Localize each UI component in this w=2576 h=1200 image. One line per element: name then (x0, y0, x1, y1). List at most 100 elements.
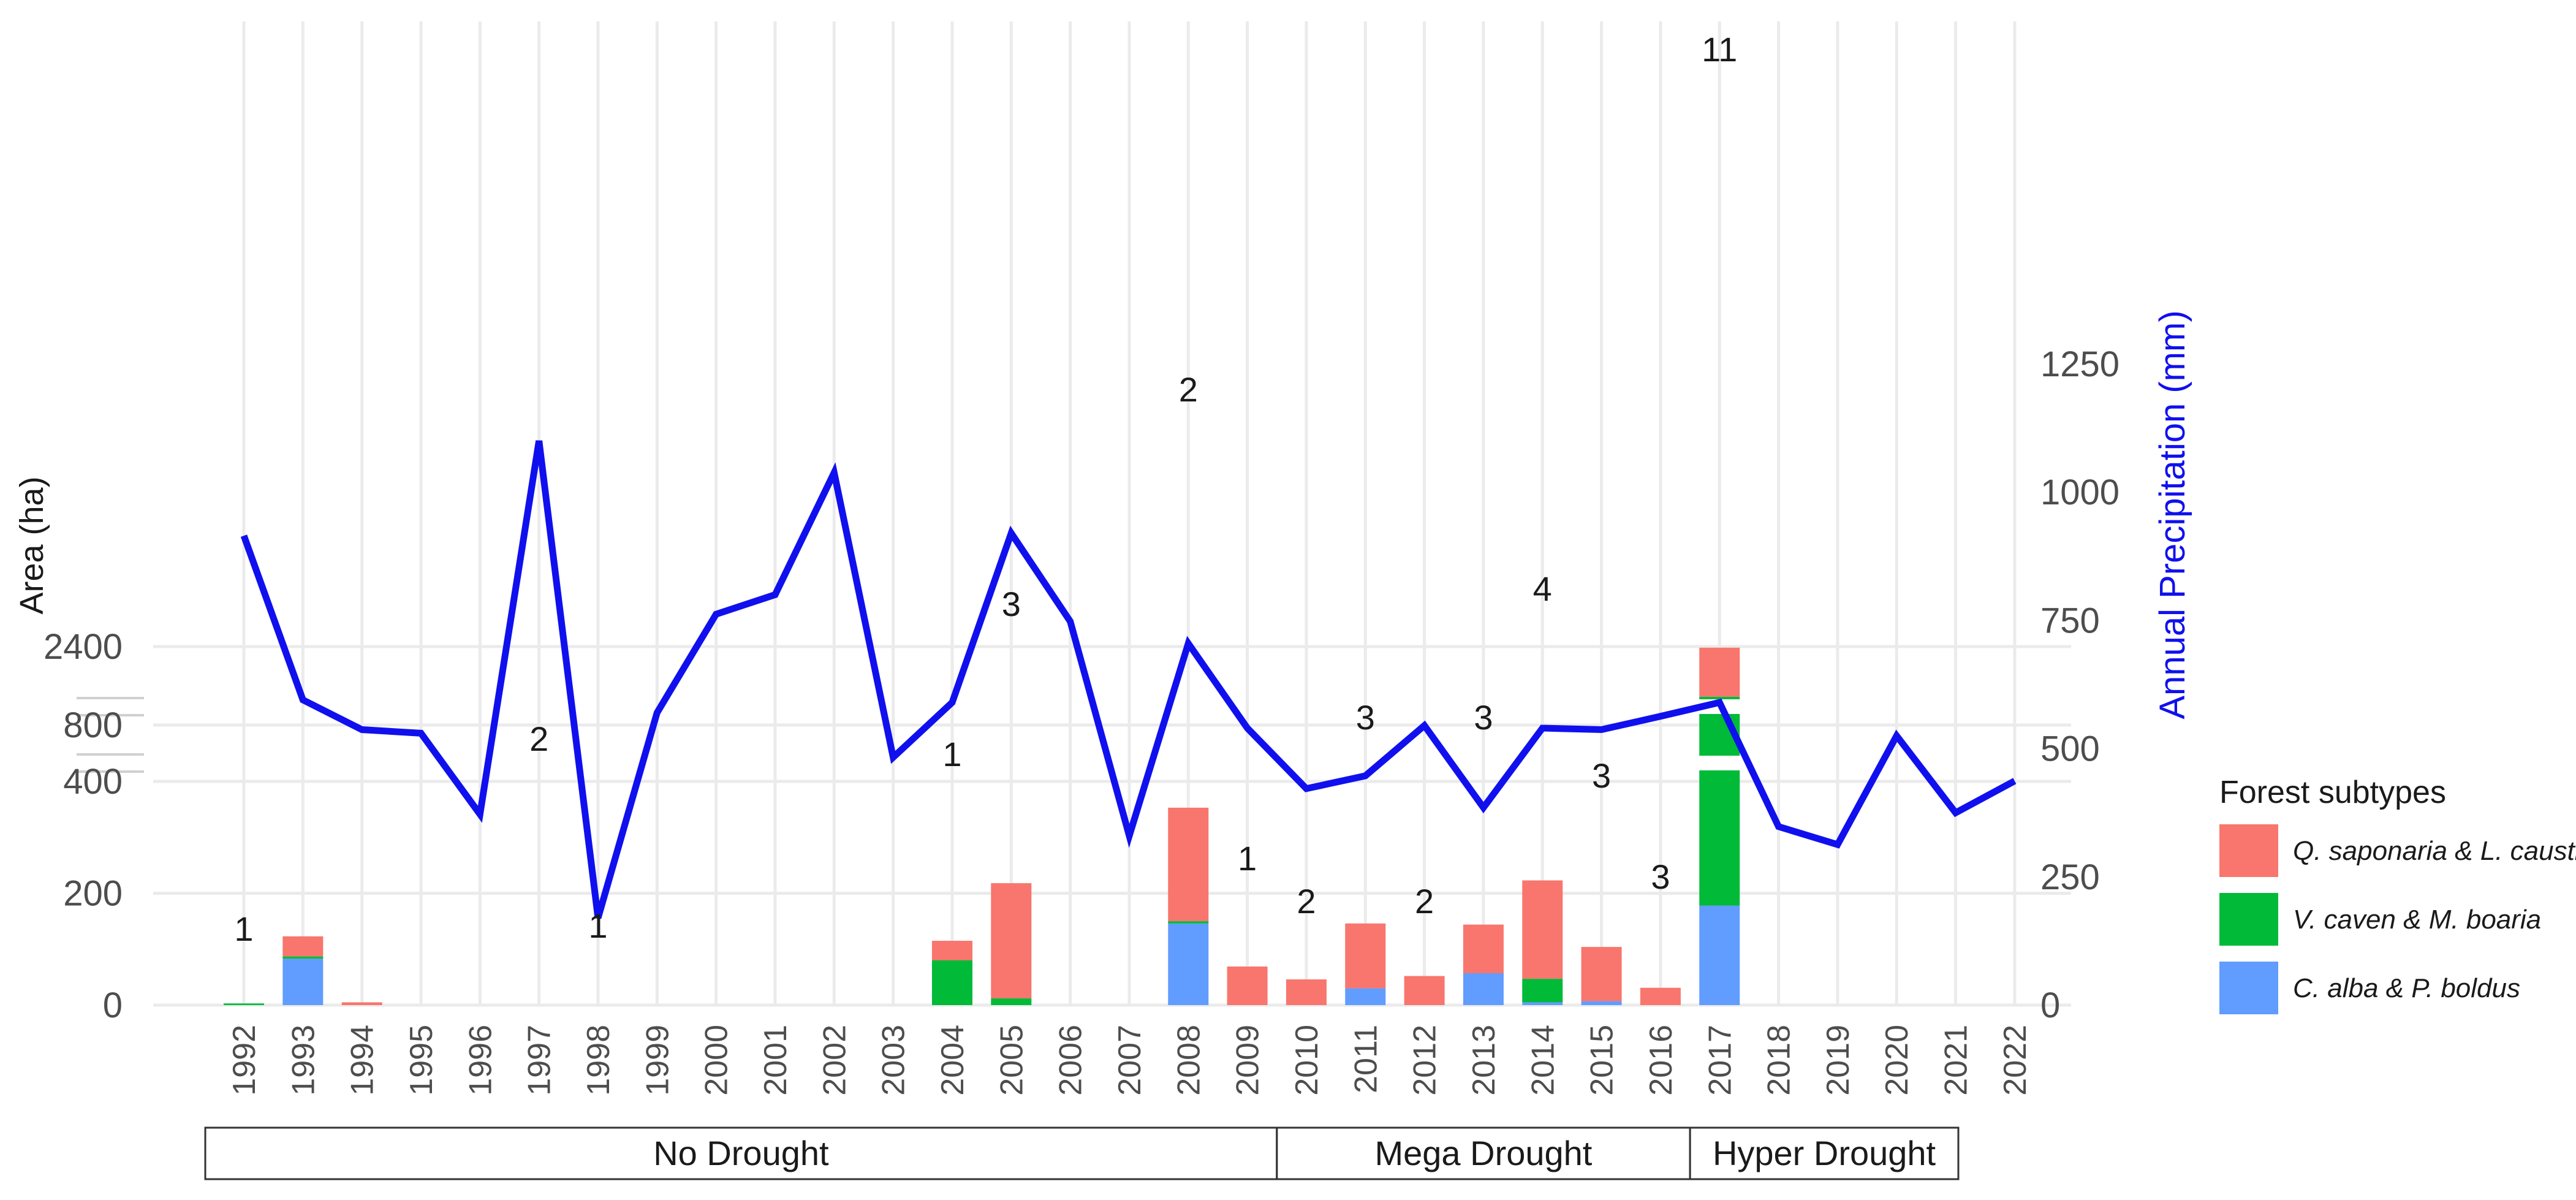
bar-2004-series-1 (931, 960, 972, 1005)
x-tick-2002: 2002 (817, 1025, 852, 1096)
y2-tick-1000: 1000 (2040, 473, 2120, 512)
axis-break-gap-1 (74, 698, 147, 715)
axis-titles: Area (ha) Annual Precipitation (mm) (13, 310, 2192, 719)
count-label-2016: 3 (1651, 857, 1670, 896)
precipitation-line (240, 440, 2017, 919)
bar-1993-series-2 (282, 936, 324, 957)
bar-2010-series-2 (1286, 979, 1327, 1005)
x-tick-2016: 2016 (1643, 1025, 1679, 1096)
bar-1992-series-1 (224, 1003, 264, 1005)
y-tick-400: 400 (63, 762, 123, 802)
legend-item-0: Q. saponaria & L. caustica (2293, 836, 2576, 866)
count-label-1992: 1 (234, 909, 253, 948)
bar-2011-series-0 (1345, 988, 1386, 1005)
bar-1993-series-1 (282, 956, 324, 959)
x-tick-2013: 2013 (1466, 1025, 1502, 1096)
y-tick-2400: 2400 (44, 627, 123, 667)
x-tick-1993: 1993 (286, 1025, 321, 1096)
bar-2009-series-2 (1227, 966, 1268, 1005)
bar-2008-series-0 (1168, 923, 1209, 1005)
x-tick-1998: 1998 (581, 1025, 616, 1096)
count-label-2013: 3 (1474, 698, 1493, 737)
x-tick-2015: 2015 (1585, 1025, 1620, 1096)
x-axis-ticks: 1992 1993 1994 1995 1996 1997 1998 1999 2000 2001… (227, 1025, 2033, 1096)
x-tick-2007: 2007 (1112, 1025, 1148, 1096)
y-axis-left-ticks: 0 200 400 800 2400 (44, 627, 123, 1025)
gridlines (153, 21, 2071, 1007)
period-label-2: Hyper Drought (1713, 1134, 1936, 1172)
x-tick-2005: 2005 (994, 1025, 1029, 1096)
legend-title: Forest subtypes (2219, 775, 2446, 810)
bar-2015-series-2 (1581, 947, 1622, 1001)
x-tick-2006: 2006 (1053, 1025, 1089, 1096)
y2-axis-label: Annual Precipitation (mm) (2153, 310, 2192, 719)
bar-2014-series-1 (1522, 979, 1563, 1003)
count-label-1997: 2 (529, 720, 548, 758)
bar-2011-series-2 (1345, 923, 1386, 989)
count-label-2011: 3 (1356, 698, 1375, 737)
x-tick-1994: 1994 (345, 1025, 381, 1096)
bar-2017-series-2 (1699, 647, 1740, 697)
count-label-2010: 2 (1297, 882, 1316, 921)
bar-2016-series-2 (1640, 987, 1681, 1005)
x-tick-2001: 2001 (758, 1025, 794, 1096)
x-tick-2011: 2011 (1348, 1025, 1384, 1093)
bar-2013-series-2 (1463, 924, 1504, 973)
legend-swatch-0 (2219, 824, 2278, 877)
count-label-2012: 2 (1415, 882, 1434, 921)
period-label-0: No Drought (653, 1134, 829, 1172)
x-tick-2014: 2014 (1525, 1025, 1561, 1096)
bar-2008-series-2 (1168, 807, 1209, 922)
count-label-2008: 2 (1179, 370, 1198, 409)
y-axis-right-ticks: 0 250 500 750 1000 1250 (2040, 344, 2120, 1025)
period-label-1: Mega Drought (1374, 1134, 1592, 1172)
count-label-2004: 1 (942, 735, 961, 773)
bars (224, 647, 1740, 1005)
bar-1994-series-2 (341, 1002, 382, 1005)
y2-tick-1250: 1250 (2040, 344, 2120, 384)
x-tick-2008: 2008 (1171, 1025, 1207, 1096)
count-label-2009: 1 (1238, 839, 1257, 878)
x-tick-2020: 2020 (1879, 1025, 1915, 1096)
y-tick-200: 200 (63, 874, 123, 914)
bar-2014-series-0 (1522, 1002, 1563, 1005)
bar-1993-series-0 (282, 959, 324, 1005)
count-label-2017: 11 (1702, 30, 1737, 69)
x-tick-2022: 2022 (1998, 1025, 2033, 1096)
count-label-1998: 1 (588, 906, 607, 945)
x-tick-1997: 1997 (522, 1025, 558, 1096)
x-tick-2018: 2018 (1762, 1025, 1797, 1096)
x-tick-2009: 2009 (1230, 1025, 1266, 1096)
x-tick-1999: 1999 (640, 1025, 675, 1096)
period-box-2 (1689, 1126, 1960, 1180)
bar-2005-series-1 (991, 998, 1032, 1005)
drought-periods: No Drought Mega Drought Hyper Drought (204, 1126, 1960, 1180)
x-tick-2019: 2019 (1820, 1025, 1856, 1096)
precipitation-line-group (240, 440, 2017, 919)
axis-breaks (74, 697, 1745, 773)
bar-2014-series-2 (1522, 880, 1563, 979)
bar-2012-series-2 (1404, 976, 1445, 1005)
y2-tick-250: 250 (2040, 857, 2100, 897)
bar-2013-series-0 (1463, 973, 1504, 1005)
legend: Forest subtypes Q. saponaria & L. causti… (2219, 775, 2576, 1014)
x-tick-2017: 2017 (1702, 1025, 1738, 1096)
y2-tick-0: 0 (2040, 985, 2060, 1025)
legend-swatch-1 (2219, 893, 2278, 946)
x-tick-2004: 2004 (935, 1025, 971, 1096)
y-tick-800: 800 (63, 705, 123, 745)
legend-swatch-2 (2219, 962, 2278, 1014)
bar-2017-series-0 (1699, 905, 1740, 1005)
bar-2008-series-1 (1168, 921, 1209, 924)
legend-item-1: V. caven & M. boaria (2293, 905, 2541, 935)
x-tick-2000: 2000 (699, 1025, 735, 1096)
x-tick-2010: 2010 (1289, 1025, 1325, 1096)
axis-break-gap-0 (74, 754, 147, 772)
bar-2004-series-2 (931, 941, 972, 960)
count-label-2005: 3 (1002, 585, 1021, 623)
y-tick-0: 0 (103, 985, 123, 1025)
bar-break-gap-0 (1694, 756, 1745, 770)
